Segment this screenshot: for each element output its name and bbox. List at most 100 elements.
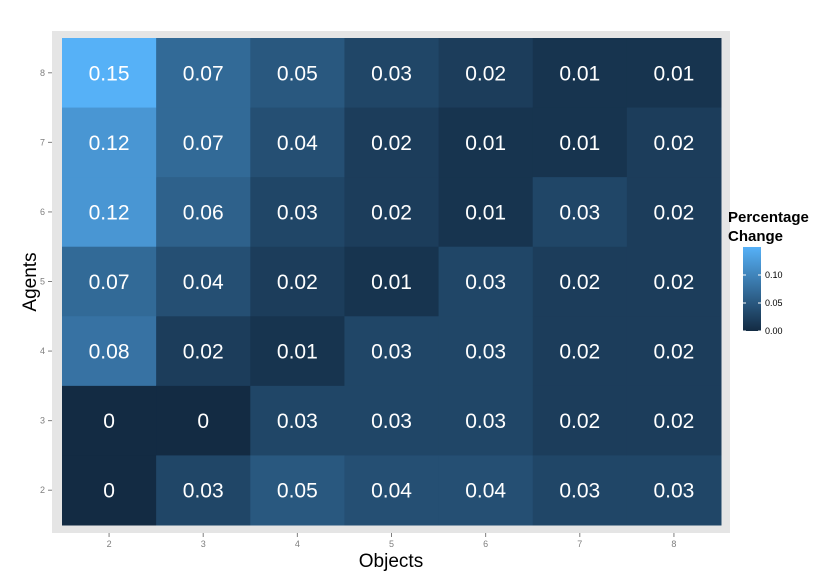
- heatmap-cell: [156, 316, 251, 387]
- heatmap-cell: [250, 246, 345, 317]
- cell-value-label: 0.02: [559, 271, 600, 294]
- heatmap-cell: [626, 246, 722, 317]
- heatmap-cell: [250, 385, 345, 456]
- heatmap-cell: [532, 38, 628, 109]
- cell-value-label: 0.03: [559, 480, 600, 503]
- legend-ticks: 0.00 0.05 0.10: [743, 270, 783, 336]
- cell-value-label: 0.07: [89, 271, 130, 294]
- heatmap-cell: [532, 246, 628, 317]
- heatmap-cell: [250, 38, 345, 109]
- cell-value-label: 0.01: [465, 201, 506, 224]
- y-tick-label: 6: [40, 207, 45, 217]
- heatmap-cell: [344, 246, 440, 317]
- legend-tick-label: 0.10: [765, 270, 783, 280]
- cell-value-label: 0.06: [183, 201, 224, 224]
- heatmap-cell: [344, 316, 440, 387]
- legend-tick-label: 0.00: [765, 326, 783, 336]
- y-tick-label: 4: [40, 346, 45, 356]
- heatmap-cell: [250, 316, 345, 387]
- heatmap-cell: [626, 316, 722, 387]
- cell-value-label: 0.03: [465, 410, 506, 433]
- heatmap-cell: [532, 455, 628, 526]
- heatmap-cell: [626, 177, 722, 248]
- y-tick-label: 5: [40, 277, 45, 287]
- heatmap-cell: [626, 107, 722, 178]
- heatmap-cell: [156, 38, 251, 109]
- cell-value-label: 0.08: [89, 341, 130, 364]
- heatmap-cell: [62, 38, 157, 109]
- cell-value-label: 0.05: [277, 62, 318, 85]
- cell-value-label: 0.03: [183, 480, 224, 503]
- cell-value-label: 0.02: [371, 132, 412, 155]
- heatmap-cell: [438, 455, 534, 526]
- heatmap-cell: [532, 316, 628, 387]
- heatmap-cell: [438, 107, 534, 178]
- legend-color-bar: [743, 247, 761, 331]
- heatmap-cell: [532, 385, 628, 456]
- heatmap-cell: [344, 385, 440, 456]
- heatmap-cell: [62, 385, 157, 456]
- x-axis-title: Objects: [359, 551, 423, 572]
- heatmap-cell: [62, 455, 157, 526]
- cell-value-label: 0.07: [183, 132, 224, 155]
- cell-value-label: 0.12: [89, 132, 130, 155]
- cell-value-label: 0.03: [277, 410, 318, 433]
- cell-value-label: 0.02: [559, 410, 600, 433]
- cell-value-label: 0.02: [559, 341, 600, 364]
- cell-value-label: 0.04: [465, 480, 506, 503]
- cell-value-label: 0.01: [653, 62, 694, 85]
- heatmap-cell: [156, 246, 251, 317]
- cell-value-label: 0.01: [465, 132, 506, 155]
- heatmap-cell: [438, 177, 534, 248]
- cell-value-label: 0.04: [183, 271, 224, 294]
- heatmap-cell: [626, 38, 722, 109]
- heatmap-cell: [344, 177, 440, 248]
- heatmap-cell: [532, 177, 628, 248]
- cell-value-label: 0: [103, 480, 115, 503]
- y-tick-label: 2: [40, 485, 45, 495]
- cell-value-label: 0: [103, 410, 115, 433]
- cell-value-label: 0.04: [371, 480, 412, 503]
- heatmap-cell: [156, 455, 251, 526]
- heatmap-cell: [532, 107, 628, 178]
- cell-value-label: 0.03: [371, 341, 412, 364]
- heatmap-cell: [438, 246, 534, 317]
- heatmap-cell: [626, 455, 722, 526]
- cell-value-label: 0.02: [653, 132, 694, 155]
- cell-value-label: 0: [197, 410, 209, 433]
- heatmap-cell: [62, 107, 157, 178]
- cell-value-label: 0.04: [277, 132, 318, 155]
- x-tick-label: 2: [107, 539, 112, 549]
- cell-value-label: 0.03: [371, 62, 412, 85]
- cell-value-label: 0.01: [559, 62, 600, 85]
- heatmap-cell: [250, 177, 345, 248]
- x-tick-label: 5: [389, 539, 394, 549]
- cell-value-label: 0.03: [653, 480, 694, 503]
- y-tick-label: 7: [40, 137, 45, 147]
- x-tick-label: 4: [295, 539, 300, 549]
- cell-value-label: 0.01: [277, 341, 318, 364]
- cell-value-label: 0.02: [183, 341, 224, 364]
- heatmap-cell: [156, 107, 251, 178]
- y-axis-title: Agents: [20, 252, 41, 311]
- cell-value-label: 0.05: [277, 480, 318, 503]
- heatmap-cell: [626, 385, 722, 456]
- y-axis-ticks: 8 7 6 5 4 3 2: [40, 68, 52, 495]
- heatmap-cell: [438, 38, 534, 109]
- y-tick-label: 3: [40, 416, 45, 426]
- heatmap-cell: [62, 316, 157, 387]
- heatmap-cell: [156, 177, 251, 248]
- x-tick-label: 6: [483, 539, 488, 549]
- x-tick-label: 3: [201, 539, 206, 549]
- heatmap-cell: [438, 316, 534, 387]
- x-axis-ticks: 2 3 4 5 6 7 8: [107, 533, 676, 549]
- cell-value-label: 0.01: [371, 271, 412, 294]
- cell-value-label: 0.03: [465, 341, 506, 364]
- legend-tick-label: 0.05: [765, 298, 783, 308]
- cell-value-label: 0.02: [653, 341, 694, 364]
- cell-value-label: 0.03: [465, 271, 506, 294]
- cell-value-label: 0.03: [371, 410, 412, 433]
- heatmap-cell: [438, 385, 534, 456]
- heatmap-cell: [344, 107, 440, 178]
